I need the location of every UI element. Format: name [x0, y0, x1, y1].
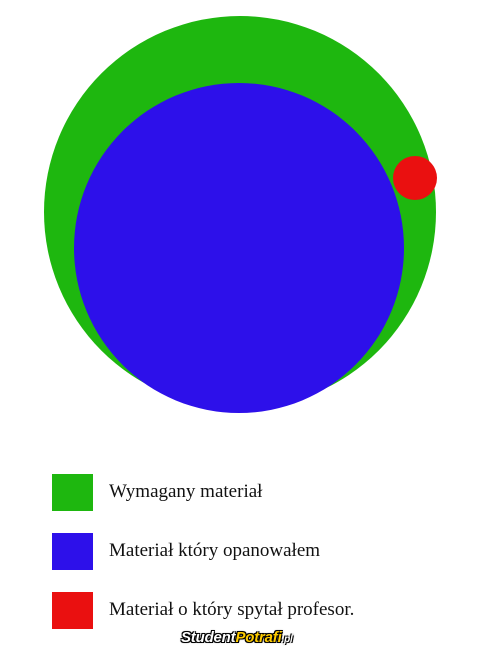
watermark-student-text: Student: [181, 629, 236, 646]
watermark-potrafi-text: Potrafi: [235, 629, 282, 646]
asked-material-circle: [393, 156, 437, 200]
legend-swatch-mastered: [52, 533, 93, 570]
legend-label-mastered: Materiał który opanowałem: [109, 540, 321, 561]
venn-diagram: [44, 16, 437, 413]
watermark-domain-text: .pl: [281, 634, 293, 645]
legend-label-required: Wymagany materiał: [109, 481, 263, 502]
legend-swatch-asked: [52, 592, 93, 629]
watermark-logo: StudentPotrafi.pl: [181, 629, 293, 646]
mastered-material-circle: [74, 83, 404, 413]
legend-swatch-required: [52, 474, 93, 511]
legend-label-asked: Materiał o który spytał profesor.: [109, 599, 355, 620]
